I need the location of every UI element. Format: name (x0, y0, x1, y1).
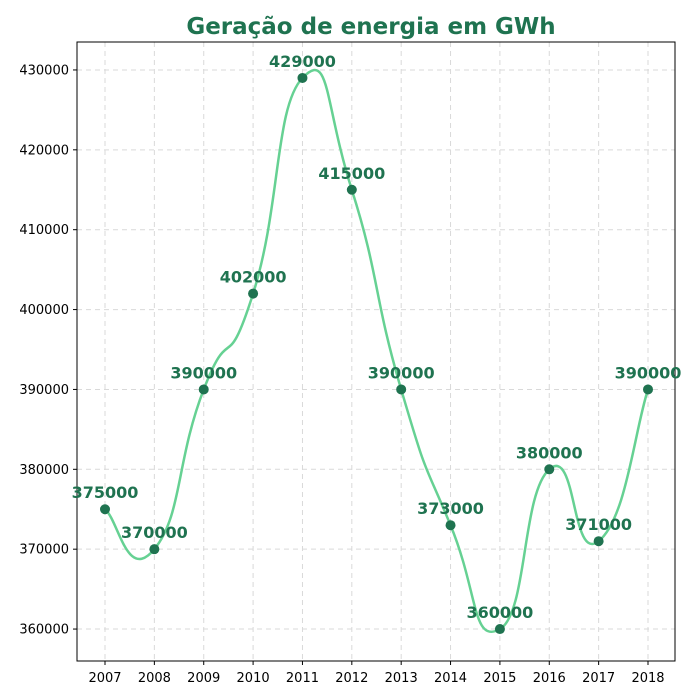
data-point (297, 72, 308, 83)
x-tick-label: 2011 (286, 671, 319, 686)
x-tick-label: 2016 (533, 671, 566, 686)
y-tick-label: 410000 (19, 223, 69, 238)
data-points (100, 72, 653, 635)
y-tick-label: 390000 (19, 383, 69, 398)
data-labels: 375000 370000 390000 402000 429000 415000 3900… (72, 52, 682, 622)
data-label: 390000 (170, 363, 237, 382)
x-tick-label: 2017 (582, 671, 615, 686)
data-point (100, 504, 110, 515)
data-point (544, 464, 555, 475)
data-point (494, 624, 505, 635)
data-label: 390000 (368, 363, 435, 382)
data-point (198, 384, 209, 395)
data-point (346, 184, 357, 195)
y-tick-label: 400000 (19, 303, 69, 318)
x-tick-label: 2007 (88, 671, 121, 686)
x-tick-label: 2015 (483, 671, 516, 686)
x-tick-label: 2012 (335, 671, 368, 686)
plot-area (76, 41, 676, 662)
data-label: 402000 (220, 268, 287, 287)
data-point (396, 384, 407, 395)
x-tick-label: 2013 (385, 671, 418, 686)
data-label: 415000 (318, 164, 385, 183)
x-tick-label: 2008 (138, 671, 171, 686)
data-label: 373000 (417, 499, 484, 518)
x-tick-label: 2009 (187, 671, 220, 686)
data-label: 429000 (269, 52, 336, 71)
data-point (643, 384, 653, 395)
x-tick-label: 2010 (237, 671, 270, 686)
data-point (445, 520, 456, 531)
series-line (104, 68, 650, 633)
data-point (593, 536, 604, 547)
data-label: 390000 (615, 363, 682, 382)
axes: 2007 2008 2009 2010 2011 2012 2013 2014 2015 2016… (19, 63, 664, 686)
data-label: 380000 (516, 443, 583, 462)
data-label: 360000 (467, 603, 534, 622)
data-point (248, 288, 259, 299)
x-tick-label: 2014 (434, 671, 467, 686)
y-tick-label: 380000 (19, 463, 69, 478)
x-tick-label: 2018 (631, 671, 664, 686)
y-tick-label: 430000 (19, 63, 69, 78)
data-point (149, 544, 160, 555)
data-label: 370000 (121, 523, 188, 542)
y-tick-label: 370000 (19, 543, 69, 558)
chart-title: Geração de energia em GWh (186, 14, 555, 40)
y-tick-label: 420000 (19, 143, 69, 158)
y-tick-label: 360000 (19, 623, 69, 638)
grid (77, 42, 675, 661)
data-label: 371000 (565, 515, 632, 534)
data-label: 375000 (72, 483, 139, 502)
